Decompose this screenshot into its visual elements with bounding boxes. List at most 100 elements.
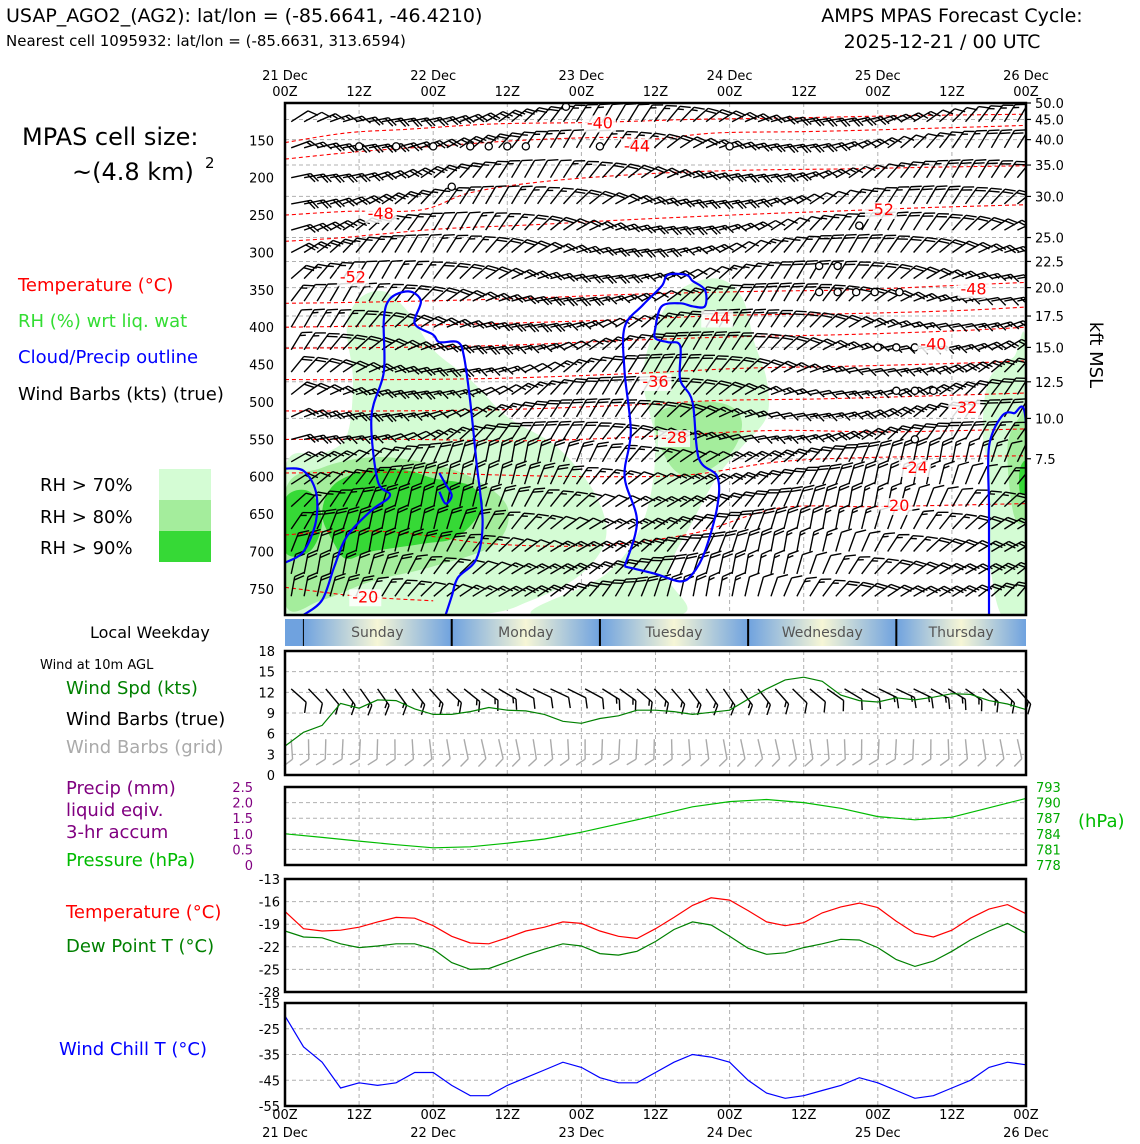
wind-barb-true [769,689,793,714]
wind-barb [823,441,846,467]
temp-tick-label: -25 [259,963,280,978]
wind-barb [693,136,720,156]
wind-barb [317,382,344,403]
wind-tick-label: 6 [267,728,275,743]
wind-barb [758,235,783,259]
chill-tick-label: -55 [259,1100,280,1115]
legend-rh70: RH > 70% [40,475,133,496]
wind-barb [784,526,797,553]
wind-barb [525,238,551,260]
weekday-lead [285,619,303,646]
wind-barb-grid [421,739,433,766]
calm-wind-circle [853,289,860,296]
wind-barb [953,484,974,511]
wind-barb [875,423,901,446]
top-hour-label: 12Z [939,85,965,100]
legend-swatch-rh70 [159,469,211,500]
bottom-hour-label: 00Z [569,1108,595,1123]
weekday-name: Thursday [928,625,994,641]
wind-barb [1004,217,1031,238]
kft-tick-label: 40.0 [1035,134,1064,149]
wind-barb [771,572,788,600]
wind-barb [901,402,928,424]
wind-barb [745,468,771,491]
pressure-tick-label: 150 [249,134,274,149]
wind-barb-grid [939,739,949,765]
legend-wind: Wind Barbs (kts) (true) [18,384,224,405]
wind-barb [810,549,827,577]
wind-barb [369,232,392,258]
calm-wind-circle [356,143,363,150]
wind-10m-label: Wind at 10m AGL [40,658,154,673]
wind-barb [732,260,757,285]
wind-barb [901,289,928,309]
wind-barb [667,167,694,186]
wind-barb-grid [490,739,505,766]
cross-section: -40-44-48-52-52-48-44-40-36-32-28-24-20-… [249,97,1064,637]
wind-tick-label: 12 [258,686,275,701]
bottom-date-label: 24 Dec [707,1126,753,1140]
wind-barb [512,267,539,287]
forecast-label: AMPS MPAS Forecast Cycle: [821,5,1082,27]
cell-size-exponent: 2 [205,154,215,172]
dewpoint-label: Dew Point T (°C) [66,936,214,957]
wind-barb-grid [767,739,781,766]
wind-barb [745,548,758,575]
wind-barb-grid [507,739,521,766]
wind-barb [758,466,783,490]
wind-barb [862,481,875,508]
kft-tick-label: 7.5 [1035,453,1056,468]
wind-barb [330,235,355,259]
wind-barb [564,215,591,237]
wind-barb-grid [749,739,764,766]
wind-barb [434,315,461,335]
wind-barb [564,356,590,379]
wind-barb [849,504,863,531]
wind-barb-grid [627,739,637,765]
calm-wind-circle [893,344,900,351]
bottom-hour-label: 12Z [346,1108,372,1123]
legend-swatch-rh80 [159,500,211,531]
wind-barb-grid [576,739,585,765]
wind-barb [797,462,819,489]
calm-wind-circle [522,143,529,150]
wind-barb [291,406,318,425]
bottom-date-label: 22 Dec [410,1126,456,1140]
wind-tick-label: 18 [258,645,275,660]
wind-barb [317,111,344,130]
wind-barb-grid [524,739,537,766]
temperature-label: -28 [661,428,687,447]
pressure-tick-label: 787 [1036,812,1061,827]
top-date-label: 22 Dec [410,69,456,84]
wind-barb [836,209,858,235]
wind-barb [499,265,526,286]
wind-barb [771,465,795,490]
temperature-label: -20 [352,587,378,606]
wind-barb [836,186,861,210]
bottom-hour-label: 00Z [717,1108,743,1123]
calm-wind-circle [448,183,455,190]
forecast-cycle: 2025-12-21 / 00 UTC [844,31,1041,53]
pressure-tick-label: 784 [1036,828,1061,843]
temperature-label: -32 [951,398,977,417]
wind-barb [991,215,1018,237]
wind-barb [810,336,837,357]
wind-barb-grid [697,739,709,766]
bottom-hour-label: 12Z [939,1108,965,1123]
wind-barb [473,157,496,183]
wind-barb [797,444,822,468]
wind-barb-grid [680,739,691,766]
chill-tick-label: -45 [259,1074,280,1089]
wind-barb-grid [559,739,569,765]
wind-barb [797,573,817,600]
wind-barb [940,436,953,463]
calm-wind-circle [485,143,492,150]
wind-barb [823,210,846,236]
top-date-label: 25 Dec [855,69,901,84]
calm-wind-circle [871,289,878,296]
kft-tick-label: 17.5 [1035,310,1064,325]
wind-barb-grid [473,739,488,766]
calm-wind-circle [834,262,841,269]
